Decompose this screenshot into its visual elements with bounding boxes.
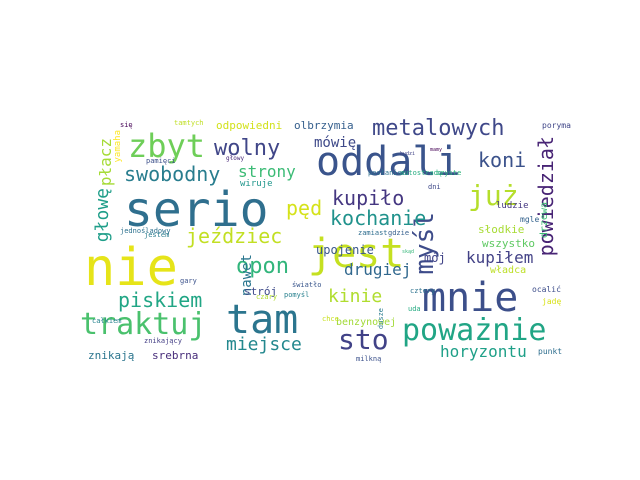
- word-horyzontu: horyzontu: [440, 342, 527, 361]
- word-swobodny: swobodny: [124, 162, 221, 186]
- word-mowie: mówię: [314, 135, 357, 151]
- word-drzewa: drzewa: [539, 202, 550, 239]
- word-yamaha: yamaha: [113, 130, 123, 163]
- word-milkna: milkną: [356, 355, 382, 363]
- word-upojenie: upojenie: [316, 243, 374, 257]
- word-ocalic: ocalić: [532, 285, 561, 294]
- word-gary: gary: [180, 277, 197, 285]
- word-odpowiedni: odpowiedni: [216, 119, 283, 132]
- word-piskiem: piskiem: [118, 288, 203, 312]
- word-znikajacy: znikający: [144, 337, 182, 345]
- word-sto: sto: [338, 323, 389, 356]
- word-ludzie: ludzie: [496, 201, 529, 211]
- word-benzynowej: benzynowej: [336, 317, 397, 328]
- word-chce: chce: [322, 315, 339, 323]
- word-oddali: oddali: [316, 139, 461, 185]
- word-kupilo: kupiło: [332, 186, 405, 210]
- word-powiedzial: powiedział: [534, 136, 558, 257]
- word-kupilem: kupiłem: [466, 248, 534, 267]
- word-metalowych: metalowych: [372, 116, 505, 141]
- word-pamieci: pamięci: [146, 157, 176, 165]
- word-koni: koni: [478, 148, 527, 172]
- word-olbrzymia: olbrzymia: [294, 119, 354, 132]
- word-sie: się: [120, 121, 133, 129]
- word-poslaniec: posłaniec: [368, 169, 406, 177]
- word-slodkie: słodkie: [478, 223, 525, 236]
- word-tamtych: tamtych: [174, 119, 204, 127]
- word-wiruje: wiruje: [240, 179, 273, 189]
- word-kochanie: kochanie: [330, 206, 427, 230]
- word-traktuj: traktuj: [80, 307, 207, 342]
- word-ped: pęd: [286, 196, 323, 220]
- word-cztery: cztery: [410, 287, 436, 295]
- word-wszystko: wszystko: [482, 237, 535, 250]
- word-wolny: wolny: [214, 136, 281, 161]
- word-jade: jadę: [542, 297, 562, 306]
- word-dni: dni: [428, 183, 441, 191]
- word-serio: serio: [124, 182, 269, 238]
- word-dusze: dusze: [377, 308, 385, 330]
- word-calkiem: całkiem: [92, 317, 122, 325]
- word-poryma: poryma: [542, 121, 571, 130]
- word-jest: jest: [308, 231, 405, 277]
- word-mamy: mamy: [430, 147, 443, 153]
- word-cloud: nie serio jest oddali mnie tam zbyt trak…: [80, 112, 571, 368]
- word-jestem: jestem: [144, 231, 170, 239]
- word-drugiej: drugiej: [344, 260, 412, 279]
- word-nie: nie: [84, 238, 178, 298]
- word-czyste: czyste: [436, 169, 462, 177]
- word-wladca: władca: [490, 265, 527, 276]
- word-kinie: kinie: [328, 286, 383, 307]
- word-swiatlo: światło: [292, 281, 322, 289]
- word-jezdziec: jeździec: [186, 224, 283, 248]
- word-budzi: budzi: [400, 151, 416, 157]
- word-srebrna: srebrna: [152, 349, 199, 362]
- word-tam: tam: [226, 297, 299, 343]
- word-jednosladowy: jednośladowy: [120, 227, 171, 235]
- word-znikaja: znikają: [88, 349, 135, 362]
- word-placz: płacz: [96, 138, 115, 187]
- word-miejsce: miejsce: [226, 334, 302, 355]
- word-skad: skąd: [402, 249, 415, 255]
- word-juz: już: [468, 179, 519, 212]
- word-strony: strony: [238, 162, 296, 181]
- word-moj: mój: [424, 251, 446, 265]
- word-glowy: głowy: [226, 155, 245, 162]
- word-pomysl: pomyśl: [284, 291, 310, 299]
- word-gdzie: gdzie: [388, 229, 410, 237]
- word-glowe: głowę: [92, 188, 113, 243]
- word-uda: uda: [408, 305, 421, 313]
- word-zbyt: zbyt: [128, 127, 206, 165]
- word-mgle: mgle: [520, 215, 540, 224]
- word-stroj: strój: [244, 285, 278, 298]
- word-powaznie: poważnie: [402, 313, 547, 348]
- word-czary: czary: [256, 293, 278, 301]
- word-mnie: mnie: [422, 275, 519, 321]
- word-punkt: punkt: [538, 347, 563, 356]
- word-zamiast: zamiast: [358, 229, 388, 237]
- word-autostrade: autostradę: [400, 169, 443, 177]
- word-opon: opon: [236, 254, 289, 279]
